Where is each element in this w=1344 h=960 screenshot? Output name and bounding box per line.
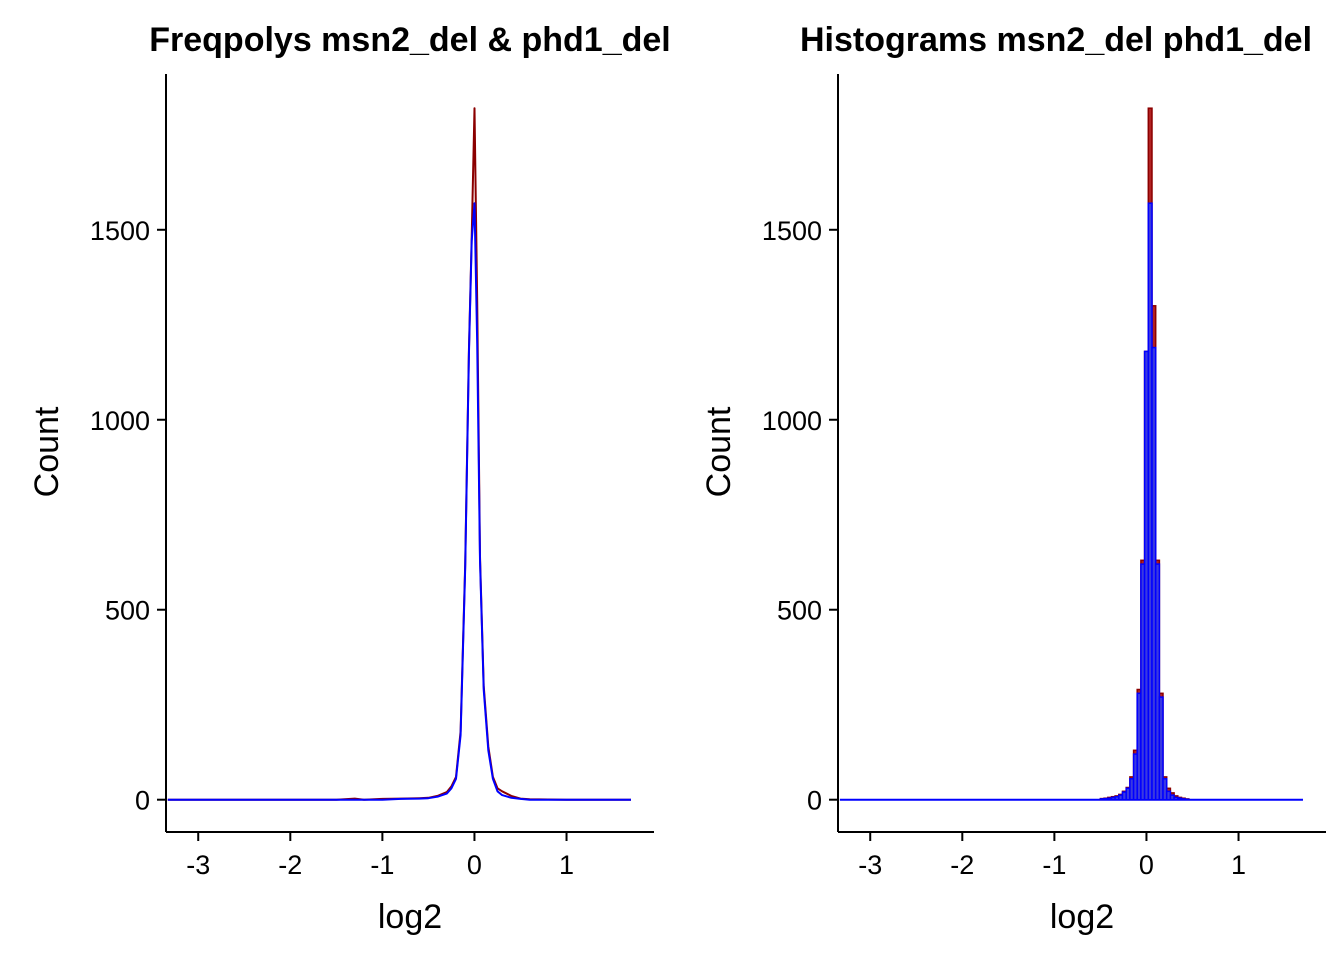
freqpoly-series-line-2 [167,202,631,801]
histogram-y-tick-label: 500 [777,596,822,626]
freqpoly-x-tick-label: -1 [370,850,394,880]
freqpoly-x-tick-label: 1 [559,850,574,880]
histogram-bar-series2 [1158,696,1164,801]
freqpoly-y-tick-label: 1000 [90,406,150,436]
histogram-x-tick-label: 0 [1139,850,1154,880]
histogram-title: Histograms msn2_del phd1_del [800,21,1312,59]
histogram-y-tick-label: 1500 [762,216,822,246]
histogram-bars-group [839,107,1303,801]
histogram-x-tick-label: -2 [950,850,974,880]
freqpoly-panel: Freqpolys msn2_del & phd1_del Count log2… [28,21,671,936]
freqpoly-ticks: -3 -2 -1 0 1 0 500 1000 1500 [90,216,574,880]
freqpoly-y-axis-title: Count [28,406,66,497]
freqpoly-series-line-1 [167,107,631,801]
histogram-y-tick-label: 1000 [762,406,822,436]
histogram-x-axis-title: log2 [1050,898,1114,936]
histogram-ticks: -3 -2 -1 0 1 0 500 1000 1500 [762,216,1246,880]
histogram-x-tick-label: 1 [1231,850,1246,880]
freqpoly-y-tick-label: 0 [135,786,150,816]
histogram-bar-series2 [1162,778,1168,801]
freqpoly-title: Freqpolys msn2_del & phd1_del [149,21,670,59]
histogram-panel: Histograms msn2_del phd1_del Count log2 … [700,21,1326,936]
histogram-y-tick-label: 0 [807,786,822,816]
histogram-y-axis-title: Count [700,406,738,497]
histogram-x-tick-label: -3 [858,850,882,880]
histogram-x-tick-label: -1 [1042,850,1066,880]
freqpoly-x-tick-label: -2 [278,850,302,880]
freqpoly-x-tick-label: 0 [467,850,482,880]
freqpoly-x-tick-label: -3 [186,850,210,880]
histogram-bar-series2 [1154,563,1161,801]
freqpoly-y-tick-label: 500 [105,596,150,626]
freqpoly-x-axis-title: log2 [378,898,442,936]
freqpoly-y-tick-label: 1500 [90,216,150,246]
freqpoly-series-group [167,107,631,801]
